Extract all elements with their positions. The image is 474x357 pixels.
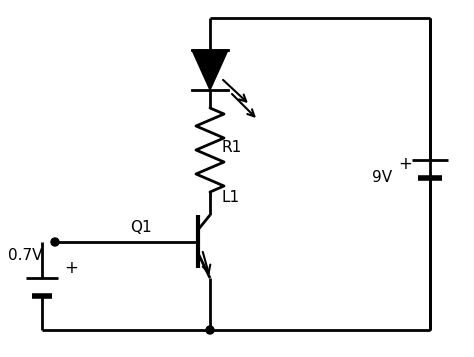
Text: Q1: Q1 [130, 221, 152, 236]
Text: L1: L1 [222, 191, 240, 206]
Text: 9V: 9V [372, 171, 392, 186]
Polygon shape [192, 50, 228, 90]
Text: +: + [398, 155, 412, 173]
Text: +: + [64, 259, 78, 277]
Text: R1: R1 [222, 141, 242, 156]
Circle shape [51, 238, 59, 246]
Circle shape [206, 326, 214, 334]
Text: 0.7V: 0.7V [8, 248, 43, 263]
